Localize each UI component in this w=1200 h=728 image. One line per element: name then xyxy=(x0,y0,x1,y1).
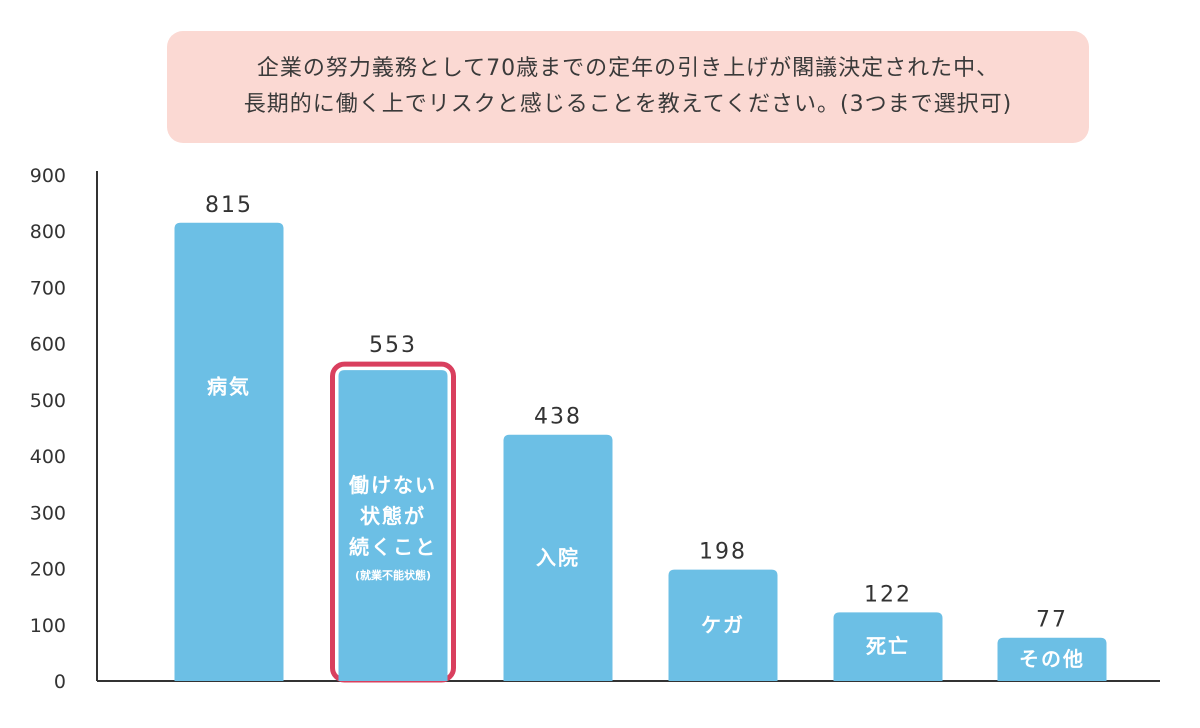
bar xyxy=(833,612,943,681)
bar-category-label: 続くこと xyxy=(349,535,437,559)
y-tick-label: 700 xyxy=(30,277,66,299)
y-tick-label: 0 xyxy=(54,671,66,693)
y-tick-label: 100 xyxy=(30,615,66,637)
title-line-1: 企業の努力義務として70歳までの定年の引き上げが閣議決定された中、 xyxy=(256,56,1000,81)
bar-value-label: 122 xyxy=(864,582,912,607)
bar-category-label: 病気 xyxy=(207,374,251,398)
title-line-2: 長期的に働く上でリスクと感じることを教えてください。(3つまで選択可) xyxy=(243,92,1013,117)
bar-category-label: 状態が xyxy=(360,504,426,528)
y-tick-label: 200 xyxy=(30,559,66,581)
bar-category-label: ケガ xyxy=(701,613,745,637)
y-tick-label: 800 xyxy=(30,221,66,243)
y-tick-label: 400 xyxy=(30,446,66,468)
y-tick-label: 900 xyxy=(30,165,66,187)
bar-value-label: 815 xyxy=(205,193,253,218)
bar-category-label: 入院 xyxy=(536,545,580,569)
bar xyxy=(174,222,284,682)
bar-category-label: 働けない xyxy=(348,473,437,497)
bar-value-label: 77 xyxy=(1036,608,1068,633)
bar-value-label: 553 xyxy=(369,333,417,358)
bar-category-sublabel: (就業不能状態) xyxy=(355,568,431,582)
bar xyxy=(503,434,613,681)
bar-category-label: 死亡 xyxy=(866,634,910,658)
bar xyxy=(997,637,1107,681)
bar-category-label: その他 xyxy=(1019,647,1085,671)
bar xyxy=(668,569,778,681)
bar-value-label: 198 xyxy=(699,540,747,565)
y-tick-label: 300 xyxy=(30,502,66,524)
bar xyxy=(338,370,448,681)
bar-value-label: 438 xyxy=(534,405,582,430)
y-tick-label: 600 xyxy=(30,334,66,356)
y-tick-label: 500 xyxy=(30,390,66,412)
question-title-box: 企業の努力義務として70歳までの定年の引き上げが閣議決定された中、 長期的に働く… xyxy=(167,31,1089,143)
